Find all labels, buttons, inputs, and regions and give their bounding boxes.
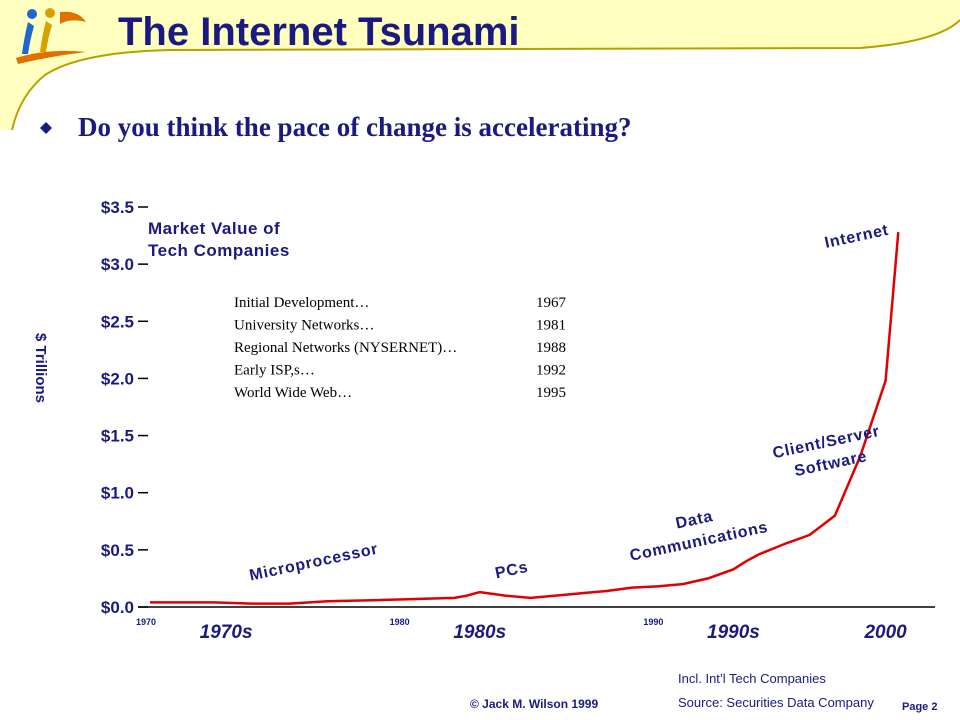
annotation-text: Microprocessor — [248, 541, 380, 585]
milestone-label: Initial Development… — [234, 295, 369, 311]
y-tick-label: $3.5 — [101, 198, 134, 217]
source-note-1: Incl. Int’l Tech Companies — [678, 671, 826, 686]
x-tick-label: 1990 — [643, 617, 663, 627]
chart-title-line-2: Tech Companies — [148, 241, 290, 260]
milestone-year: 1967 — [536, 295, 567, 311]
people-logo-icon — [16, 8, 86, 64]
milestone-label: University Networks… — [234, 318, 374, 334]
milestone-year: 1992 — [536, 363, 566, 379]
annotation-text: Internet — [823, 222, 890, 252]
y-tick-label: $3.0 — [101, 255, 134, 274]
title-banner — [0, 0, 960, 130]
page-number: Page 2 — [902, 701, 938, 713]
annotation: PCs — [494, 559, 530, 583]
milestone-year: 1981 — [536, 318, 566, 334]
slide-question: Do you think the pace of change is accel… — [78, 112, 632, 142]
y-tick-label: $0.5 — [101, 541, 134, 560]
annotation: Internet — [823, 222, 890, 252]
decade-label: 1990s — [707, 622, 760, 643]
series-line — [150, 231, 900, 605]
copyright: © Jack M. Wilson 1999 — [470, 697, 599, 711]
source-note-2: Source: Securities Data Company — [678, 695, 874, 710]
y-tick-label: $1.5 — [101, 427, 134, 446]
slide-title: The Internet Tsunami — [118, 10, 520, 54]
decade-label: 1970s — [200, 622, 253, 643]
decade-label: 2000 — [863, 622, 907, 643]
annotation: Microprocessor — [248, 541, 380, 585]
y-axis-label: $ Trillions — [32, 333, 49, 403]
x-tick-label: 1980 — [390, 617, 410, 627]
y-tick-label: $1.0 — [101, 484, 134, 503]
chart-title-line-1: Market Value of — [148, 219, 280, 238]
x-tick-label: 1970 — [136, 617, 156, 627]
y-tick-label: $2.0 — [101, 369, 134, 388]
annotation-text: PCs — [494, 559, 530, 583]
y-tick-label: $2.5 — [101, 312, 134, 331]
y-tick-label: $0.0 — [101, 598, 134, 617]
milestone-label: Early ISP,s… — [234, 363, 315, 379]
milestone-table: Initial Development… 1967 University Netwo… — [234, 295, 567, 401]
diamond-bullet-icon — [40, 122, 52, 134]
milestone-label: World Wide Web… — [234, 385, 352, 401]
decade-label: 1980s — [453, 622, 506, 643]
annotation-text: Data — [674, 508, 715, 533]
milestone-year: 1995 — [536, 385, 566, 401]
milestone-year: 1988 — [536, 340, 566, 356]
milestone-label: Regional Networks (NYSERNET)… — [234, 340, 457, 356]
